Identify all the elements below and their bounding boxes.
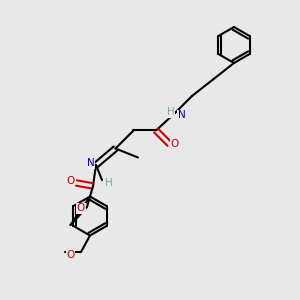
Text: H: H: [167, 107, 175, 118]
Text: O: O: [66, 250, 75, 260]
Text: H: H: [105, 178, 112, 188]
Text: O: O: [66, 176, 75, 187]
Text: N: N: [178, 110, 185, 121]
Text: O: O: [77, 203, 85, 214]
Text: N: N: [87, 158, 94, 169]
Text: O: O: [171, 139, 179, 149]
Text: N: N: [87, 158, 94, 169]
